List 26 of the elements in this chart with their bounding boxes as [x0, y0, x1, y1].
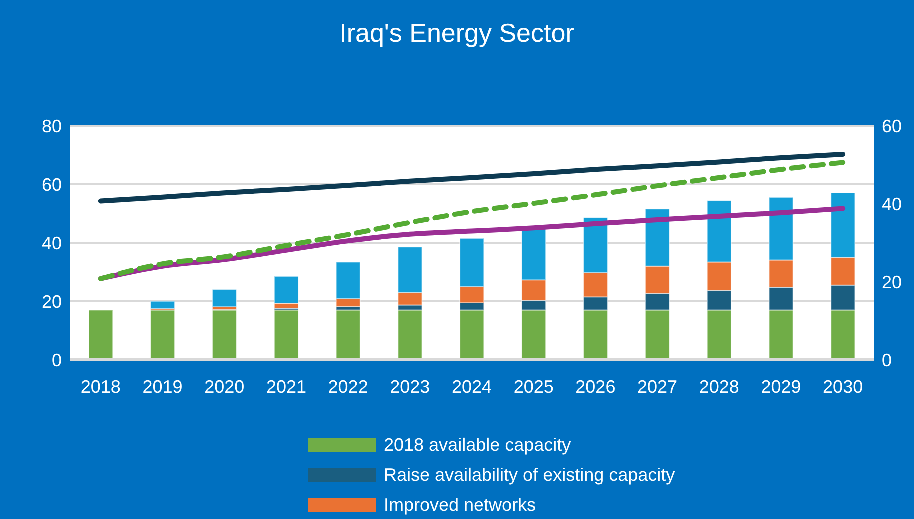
x-tick-label: 2026	[576, 376, 616, 397]
x-tick-label: 2018	[80, 376, 121, 397]
x-tick-label: 2019	[142, 376, 183, 397]
y-tick-label: 60	[42, 174, 62, 195]
x-tick-label: 2028	[699, 376, 740, 397]
x-tick-label: 2030	[823, 376, 864, 397]
x-tick-label: 2029	[761, 376, 802, 397]
y2-tick-label: 0	[882, 350, 892, 370]
legend-label: Raise availability of existing capacity	[384, 464, 676, 486]
y2-tick-label: 40	[882, 194, 902, 214]
y2-tick-label: 60	[882, 116, 902, 136]
x-tick-label: 2023	[390, 376, 430, 397]
y-tick-label: 0	[52, 350, 62, 370]
x-tick-label: 2021	[266, 376, 306, 397]
x-tick-label: 2022	[328, 376, 368, 397]
legend-label: 2018 available capacity	[384, 434, 572, 456]
x-tick-label: 2025	[514, 376, 554, 397]
y-tick-label: 20	[42, 292, 62, 312]
x-tick-label: 2024	[452, 376, 492, 397]
chart-title: Iraq's Energy Sector	[338, 18, 576, 49]
y2-tick-label: 20	[882, 272, 902, 292]
x-tick-label: 2020	[204, 376, 245, 397]
y-tick-label: 80	[42, 116, 62, 136]
legend-label: Improved networks	[384, 494, 536, 516]
x-tick-label: 2027	[638, 376, 678, 397]
y-tick-label: 40	[42, 233, 62, 254]
